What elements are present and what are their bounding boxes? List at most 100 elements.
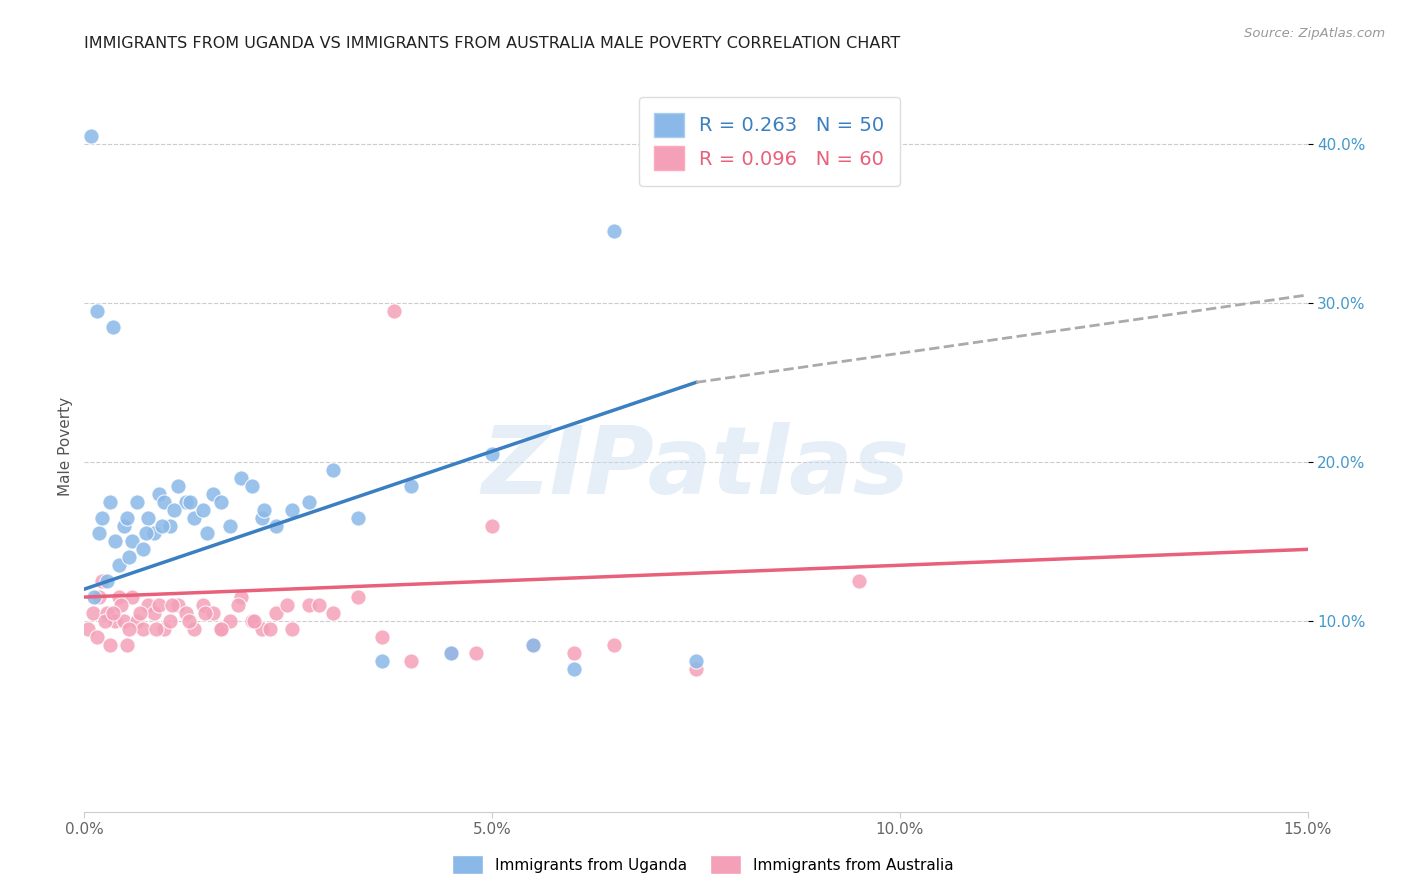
Point (121, 534, 143, 549)
Point (121, 590, 143, 604)
Point (86, 630, 108, 644)
Point (218, 614, 240, 628)
Point (100, 638, 122, 652)
Point (163, 502, 186, 516)
Point (101, 319, 124, 334)
Point (382, 303, 405, 318)
Point (522, 638, 544, 652)
Point (118, 622, 141, 636)
Point (174, 494, 197, 508)
Point (91, 574, 114, 589)
Point (159, 518, 181, 533)
Point (87, 526, 110, 541)
Point (346, 590, 368, 604)
Point (522, 638, 544, 652)
Point (167, 598, 190, 612)
Point (112, 614, 135, 628)
Point (107, 590, 129, 604)
Point (110, 598, 132, 612)
Point (167, 479, 190, 493)
Point (127, 614, 149, 628)
Point (259, 622, 281, 636)
Point (685, 662, 707, 676)
Point (685, 654, 707, 668)
Point (250, 622, 273, 636)
Point (93, 614, 115, 628)
Point (177, 614, 200, 628)
Point (322, 606, 344, 620)
Point (82, 606, 104, 620)
Point (142, 526, 165, 541)
Point (91, 510, 114, 524)
Point (136, 598, 159, 612)
Point (115, 638, 138, 652)
Point (346, 510, 368, 524)
Point (191, 598, 214, 612)
Point (399, 479, 422, 493)
Point (603, 224, 626, 238)
Point (148, 486, 170, 500)
Point (107, 558, 129, 573)
Point (243, 614, 266, 628)
Point (562, 646, 585, 660)
Point (240, 479, 263, 493)
Point (226, 598, 249, 612)
Point (96, 574, 118, 589)
Point (194, 606, 217, 620)
Point (399, 654, 422, 668)
Point (183, 510, 205, 524)
Point (153, 494, 176, 508)
Point (240, 614, 263, 628)
Point (440, 646, 463, 660)
Point (281, 502, 304, 516)
Point (80, 128, 103, 143)
Point (298, 598, 321, 612)
Point (104, 534, 127, 549)
Point (562, 662, 585, 676)
Point (101, 606, 124, 620)
Point (264, 518, 287, 533)
Point (86, 303, 108, 318)
Legend: Immigrants from Uganda, Immigrants from Australia: Immigrants from Uganda, Immigrants from … (446, 849, 960, 880)
Point (848, 574, 870, 589)
Point (179, 494, 201, 508)
Point (229, 590, 252, 604)
Point (209, 622, 232, 636)
Point (145, 622, 167, 636)
Point (209, 622, 232, 636)
Point (96, 606, 118, 620)
Point (191, 502, 214, 516)
Text: ZIPatlas: ZIPatlas (482, 422, 910, 514)
Point (253, 502, 276, 516)
Point (174, 606, 197, 620)
Legend: R = 0.263   N = 50, R = 0.096   N = 60: R = 0.263 N = 50, R = 0.096 N = 60 (638, 97, 900, 186)
Point (218, 518, 240, 533)
Point (250, 510, 273, 524)
Point (481, 447, 503, 461)
Point (481, 518, 503, 533)
Point (162, 598, 184, 612)
Point (132, 622, 155, 636)
Point (322, 463, 344, 477)
Point (115, 510, 138, 524)
Point (150, 518, 173, 533)
Point (104, 614, 127, 628)
Point (371, 654, 394, 668)
Point (83, 590, 105, 604)
Point (183, 622, 205, 636)
Point (264, 606, 287, 620)
Text: Source: ZipAtlas.com: Source: ZipAtlas.com (1244, 27, 1385, 40)
Point (440, 646, 463, 660)
Point (603, 638, 626, 652)
Point (142, 606, 165, 620)
Point (118, 550, 141, 565)
Point (229, 471, 252, 485)
Point (112, 518, 135, 533)
Point (281, 622, 304, 636)
Point (100, 494, 122, 508)
Point (202, 486, 225, 500)
Point (209, 494, 232, 508)
Point (135, 526, 157, 541)
Point (464, 646, 486, 660)
Point (136, 510, 159, 524)
